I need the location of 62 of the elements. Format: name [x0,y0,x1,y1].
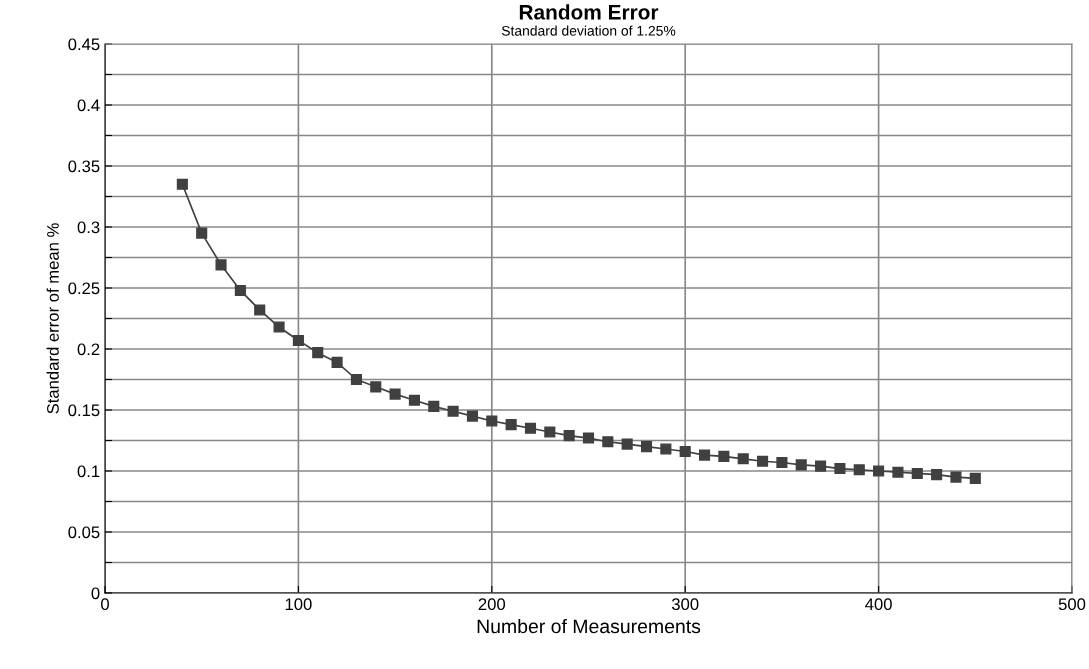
point [234,284,246,296]
point [969,472,981,484]
y-tick-label: 0.25 [68,282,100,295]
point [873,465,885,477]
point [447,405,459,417]
x-tick-label: 100 [285,598,312,611]
point [602,436,614,448]
y-axis-title: Standard error of mean % [46,223,59,414]
point [312,347,324,359]
y-tick-label: 0.4 [77,99,100,112]
point [640,441,653,453]
y-tick-label: 0.15 [68,404,100,417]
point [292,334,304,347]
point [911,467,923,479]
point [853,464,865,476]
x-tick-label: 500 [1058,598,1086,611]
point [950,471,962,483]
y-tick-label: 0.45 [68,38,100,51]
point [582,432,595,444]
x-tick-label: 400 [865,598,892,611]
point [757,455,769,467]
point [795,459,807,471]
point [350,373,362,386]
point [660,443,672,455]
point [331,356,343,368]
point [524,422,537,434]
point [215,259,227,271]
point [254,304,266,316]
point [389,388,401,400]
point [408,394,420,406]
point [466,410,479,422]
point [505,419,517,431]
x-tick-label: 0 [101,598,109,611]
x-tick-label: 300 [671,598,699,611]
point [931,469,943,481]
y-tick-label: 0.3 [77,221,100,234]
point [370,381,382,393]
point [486,415,498,427]
x-tick-label: 200 [478,598,506,611]
point [621,438,633,450]
chart-title: Random Error [519,4,659,20]
point [698,449,711,461]
y-tick-label: 0.1 [77,465,100,478]
point [544,426,556,438]
point [428,400,440,412]
y-tick-label: 0 [91,587,100,600]
point [176,178,188,190]
point [737,453,749,465]
y-tick-label: 0.2 [77,343,100,356]
point [815,460,827,472]
point [892,466,904,478]
x-axis-title: Number of Measurements [477,618,701,634]
point [273,321,285,333]
point [776,456,788,469]
point [718,450,730,462]
chart-subtitle: Standard deviation of 1.25% [501,25,676,36]
point [196,227,208,239]
point [679,445,691,458]
point [834,463,846,475]
y-tick-label: 0.05 [68,526,100,539]
point [563,430,575,442]
y-tick-label: 0.35 [68,160,100,173]
